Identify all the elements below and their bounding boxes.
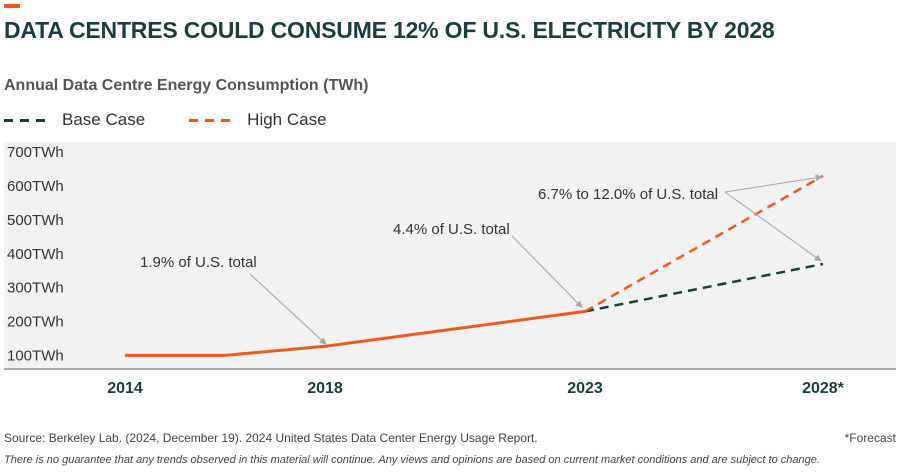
source-note: Source: Berkeley Lab. (2024, December 19…: [4, 431, 538, 445]
accent-bar: [4, 4, 20, 8]
base-case-line: [584, 262, 824, 313]
legend-item-base: Base Case: [4, 110, 145, 130]
plot-background: [4, 142, 896, 369]
historical-line: [125, 309, 586, 357]
x-tick-label: 2028*: [802, 380, 845, 397]
legend-label-high: High Case: [247, 110, 327, 129]
annotation-arrow-2023: [511, 235, 583, 308]
legend-swatch-base: [4, 118, 48, 122]
line-chart: 700TWh 600TWh 500TWh 400TWh 300TWh 200TWh 100T…: [4, 142, 896, 397]
y-tick-label: 300TWh: [7, 280, 64, 297]
y-tick-label: 500TWh: [7, 212, 64, 229]
x-tick-label: 2014: [107, 380, 143, 397]
x-tick-label: 2018: [307, 380, 343, 397]
annotation-arrow-2028-base: [724, 191, 822, 262]
chart-subtitle: Annual Data Centre Energy Consumption (T…: [4, 77, 369, 94]
y-tick-label: 100TWh: [7, 347, 64, 364]
series-layer: [125, 174, 824, 357]
legend-label-base: Base Case: [62, 110, 146, 129]
forecast-note: *Forecast: [844, 431, 896, 445]
y-tick-label: 700TWh: [7, 144, 64, 161]
y-tick-label: 200TWh: [7, 314, 64, 331]
y-tick-label: 400TWh: [7, 246, 64, 263]
legend: Base Case High Case: [4, 109, 371, 131]
x-axis: 2014 2018 2023 2028*: [4, 368, 896, 397]
annotation-layer: 1.9% of U.S. total 4.4% of U.S. total 6.7%…: [140, 174, 823, 345]
annotation-arrow-2028-high: [724, 174, 823, 193]
disclaimer: There is no guarantee that any trends ob…: [4, 454, 820, 466]
annotation-2023: 4.4% of U.S. total: [393, 221, 510, 238]
y-tick-label: 600TWh: [7, 178, 64, 195]
annotation-2028: 6.7% to 12.0% of U.S. total: [538, 186, 718, 203]
x-tick-label: 2023: [567, 380, 603, 397]
chart-title: DATA CENTRES COULD CONSUME 12% OF U.S. E…: [4, 17, 775, 43]
legend-swatch-high: [189, 118, 234, 122]
annotation-arrow-2018: [249, 273, 327, 345]
annotation-2018: 1.9% of U.S. total: [140, 254, 257, 271]
y-axis: 700TWh 600TWh 500TWh 400TWh 300TWh 200TWh 100T…: [7, 144, 64, 364]
high-case-line: [584, 174, 824, 313]
legend-item-high: High Case: [189, 110, 327, 130]
